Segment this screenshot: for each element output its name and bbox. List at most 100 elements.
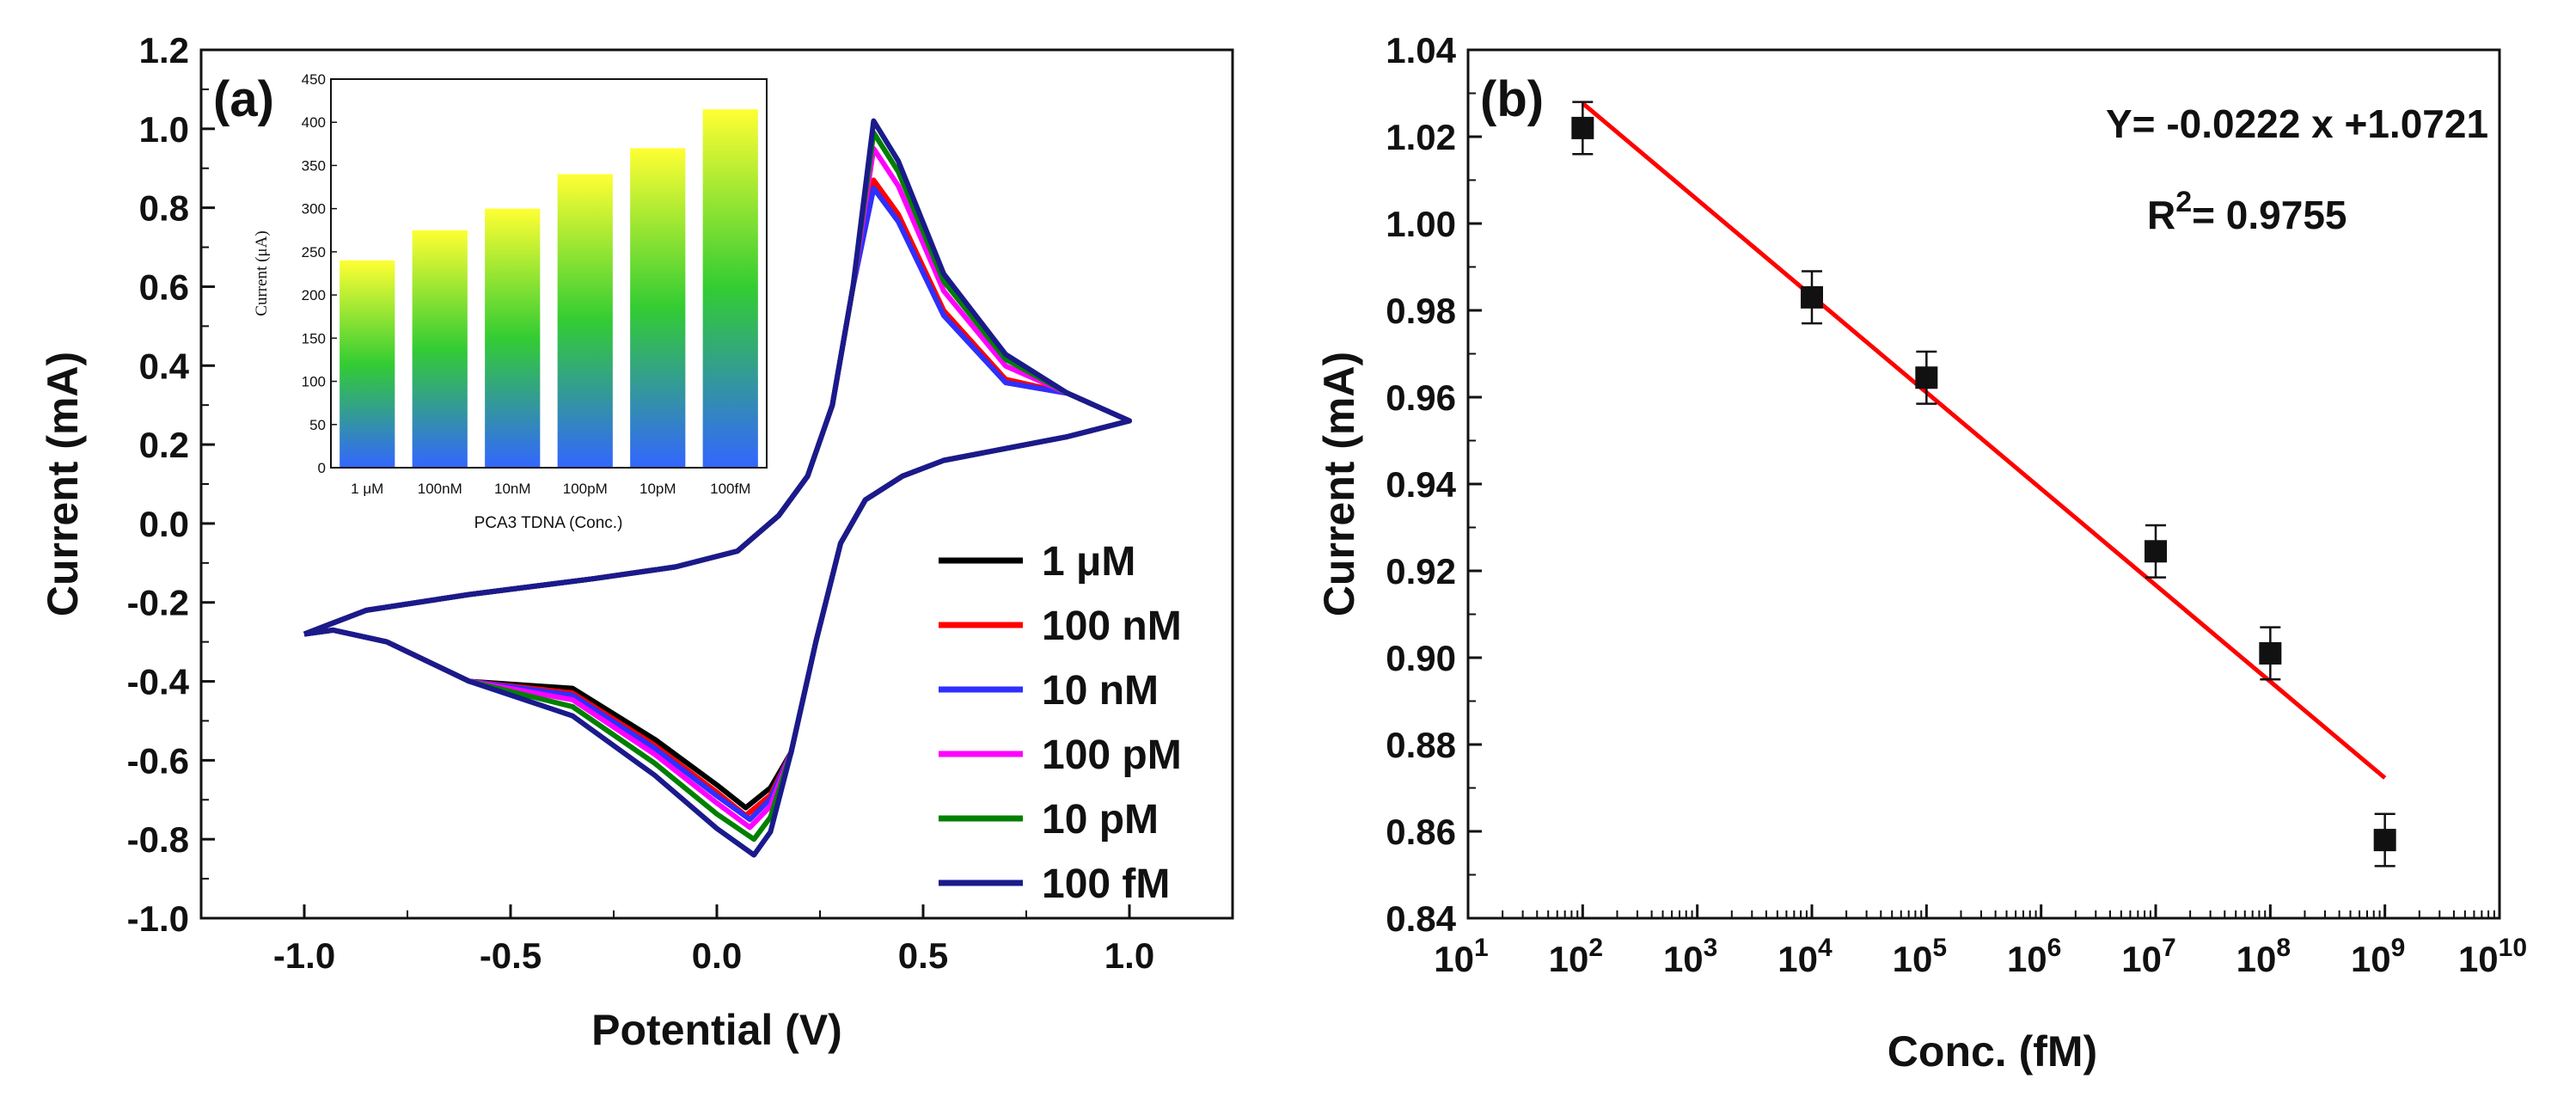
y-tick-label: -0.6 <box>127 740 189 781</box>
y-tick-label: 0.8 <box>139 188 189 229</box>
legend-label: 100 nM <box>1042 604 1182 649</box>
inset-x-tick-label: 10nM <box>494 481 531 497</box>
y-tick-label: 1.04 <box>1386 30 1456 70</box>
x-tick-label: 106 <box>2007 934 2061 979</box>
y-tick-label: 0.96 <box>1386 377 1456 418</box>
r-squared: R2= 0.9755 <box>2147 186 2347 237</box>
y-tick-label: 0.6 <box>139 267 189 307</box>
x-tick-label: 103 <box>1663 934 1717 979</box>
data-point <box>1915 366 1938 389</box>
inset-y-tick-label: 150 <box>302 330 326 346</box>
inset-y-tick-label: 100 <box>302 374 326 390</box>
fit-equation: Y= -0.0222 x +1.0721 <box>2106 101 2488 146</box>
y-tick-label: -0.8 <box>127 819 189 860</box>
y-tick-label: 0.94 <box>1386 464 1456 505</box>
x-tick-exponent: 6 <box>2047 934 2062 962</box>
data-point <box>2373 829 2396 852</box>
y-tick-label: 1.02 <box>1386 117 1456 157</box>
panel-a-xlabel: Potential (V) <box>591 1006 842 1054</box>
data-point <box>2259 641 2282 665</box>
inset-bar <box>557 174 613 468</box>
legend-label: 100 pM <box>1042 732 1182 778</box>
fit-line-segment <box>1581 101 2387 780</box>
legend-label: 100 fM <box>1042 861 1170 907</box>
y-tick-label: -0.2 <box>127 583 189 623</box>
panel-a: -1.0 -0.8 -0.6 -0.4 -0.2 0.0 0.2 0.4 0.6 0.8 1.0 1.… <box>39 30 1234 1054</box>
x-tick-label: 0.5 <box>898 935 948 976</box>
x-tick-exponent: 3 <box>1704 934 1718 962</box>
x-tick-label: 104 <box>1778 934 1833 979</box>
inset-axes: 0 50 100 150 200 250 300 350 400 450 1 μM 100nM 10nM… <box>302 71 751 497</box>
inset-bar-chart: 0 50 100 150 200 250 300 350 400 450 1 μM 100nM 10nM… <box>253 71 768 532</box>
x-tick-base: 10 <box>2121 939 2162 979</box>
inset-bar <box>485 208 541 468</box>
y-tick-label: 0.88 <box>1386 725 1456 765</box>
y-tick-label: 1.0 <box>139 109 189 150</box>
panel-a-label: (a) <box>213 71 274 127</box>
inset-xlabel: PCA3 TDNA (Conc.) <box>474 514 623 532</box>
inset-ylabel: Current (μA) <box>253 230 271 316</box>
x-tick-exponent: 5 <box>1932 934 1947 962</box>
y-tick-label: 1.00 <box>1386 204 1456 244</box>
x-tick-exponent: 4 <box>1818 934 1833 962</box>
x-tick-exponent: 8 <box>2276 934 2291 962</box>
inset-bar <box>412 230 468 468</box>
cv-curve-100-fM <box>303 118 1132 858</box>
inset-bar <box>702 109 758 469</box>
inset-y-tick-label: 200 <box>302 287 326 303</box>
x-tick-base: 10 <box>1778 939 1818 979</box>
cv-curves <box>303 118 1132 858</box>
panel-b-ylabel: Current (mA) <box>1315 352 1363 616</box>
inset-frame <box>330 78 768 469</box>
y-tick-label: 0.4 <box>139 346 190 386</box>
x-tick-label: 102 <box>1549 934 1603 979</box>
inset-y-tick-label: 350 <box>302 157 326 174</box>
y-tick-label: 0.0 <box>139 504 189 544</box>
inset-x-tick-label: 10pM <box>639 481 676 497</box>
panel-b: 0.84 0.86 0.88 0.90 0.92 0.94 0.96 0.98 1.00 1.02… <box>1315 30 2527 1076</box>
x-tick-exponent: 7 <box>2162 934 2176 962</box>
y-tick-label: 0.2 <box>139 425 189 465</box>
x-tick-exponent: 10 <box>2499 934 2527 962</box>
inset-x-tick-label: 100fM <box>710 481 750 497</box>
x-tick-exponent: 9 <box>2391 934 2406 962</box>
panel-a-axes: -1.0 -0.8 -0.6 -0.4 -0.2 0.0 0.2 0.4 0.6 0.8 1.0 1.… <box>127 30 1233 976</box>
x-tick-label: 101 <box>1434 934 1488 979</box>
y-tick-label: 0.92 <box>1386 551 1456 591</box>
x-tick-label: -0.5 <box>480 935 542 976</box>
inset-x-tick-label: 100nM <box>418 481 462 497</box>
x-tick-base: 10 <box>1434 939 1474 979</box>
x-tick-base: 10 <box>2351 939 2391 979</box>
legend: 1 μM 100 nM 10 nM 100 pM 10 pM 100 fM <box>939 539 1182 907</box>
y-tick-label: 0.98 <box>1386 291 1456 331</box>
r-squared-symbol: R <box>2147 193 2175 237</box>
y-tick-label: 0.84 <box>1386 898 1456 939</box>
panel-a-ylabel: Current (mA) <box>39 352 87 616</box>
x-tick-label: 108 <box>2236 934 2291 979</box>
inset-y-tick-label: 400 <box>302 114 326 131</box>
x-tick-base: 10 <box>1893 939 1933 979</box>
inset-x-tick-label: 100pM <box>563 481 608 497</box>
data-point <box>2145 540 2167 563</box>
x-tick-base: 10 <box>2007 939 2047 979</box>
x-tick-label: 0.0 <box>692 935 742 976</box>
y-tick-label: 0.86 <box>1386 812 1456 852</box>
inset-y-tick-label: 300 <box>302 201 326 218</box>
x-tick-label: 109 <box>2351 934 2405 979</box>
x-tick-label: 1.0 <box>1104 935 1154 976</box>
r-squared-superscript: 2 <box>2175 186 2192 218</box>
inset-x-tick-label: 1 μM <box>351 481 383 497</box>
inset-y-tick-label: 250 <box>302 244 326 260</box>
y-tick-label: -1.0 <box>127 898 189 939</box>
data-point <box>1801 285 1823 309</box>
legend-label: 10 pM <box>1042 797 1159 843</box>
x-tick-label: 105 <box>1893 934 1947 979</box>
y-tick-label: 0.90 <box>1386 638 1456 678</box>
panel-b-xlabel: Conc. (fM) <box>1888 1027 2097 1076</box>
r-squared-value: = 0.9755 <box>2192 193 2347 237</box>
inset-y-tick-label: 450 <box>302 71 326 88</box>
x-tick-base: 10 <box>2236 939 2277 979</box>
panel-b-label: (b) <box>1480 71 1544 127</box>
inset-bar <box>340 260 395 468</box>
y-tick-label: 1.2 <box>139 30 189 70</box>
